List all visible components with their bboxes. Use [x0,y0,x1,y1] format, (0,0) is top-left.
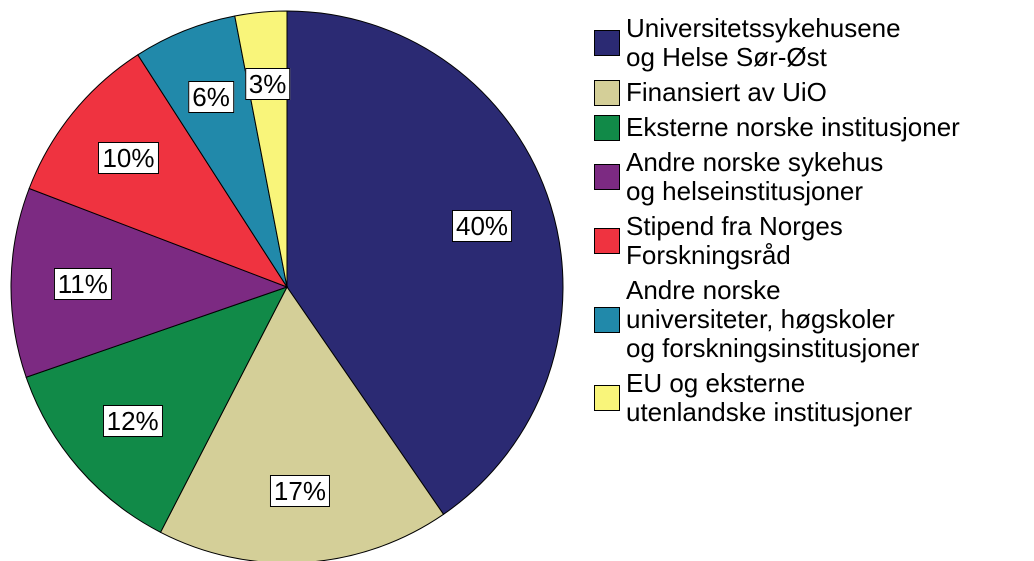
legend-item: Finansiert av UiO [594,78,1034,107]
value-label: 11% [53,267,112,300]
legend-label: Finansiert av UiO [626,77,827,107]
value-label: 6% [188,81,234,114]
value-label: 3% [244,67,291,100]
legend-item: Andre norske universiteter, høgskoler og… [594,276,1034,363]
legend-item: Stipend fra Norges Forskningsråd [594,212,1034,270]
slice [10,187,289,378]
legend-label: Eksterne norske institusjoner [626,112,960,142]
legend: Universitetssykehusene og Helse Sør-Øst F… [594,14,1034,433]
value-label: 10% [98,142,159,175]
legend-swatch [594,79,620,106]
legend-swatch [594,306,620,333]
legend-item: Andre norske sykehus og helseinstitusjon… [594,148,1034,206]
legend-item: Eksterne norske institusjoner [594,113,1034,142]
legend-item: EU og eksterne utenlandske institusjoner [594,369,1034,427]
legend-label: Stipend fra Norges Forskningsråd [626,211,843,270]
value-label: 17% [269,474,330,507]
value-label: 40% [451,210,513,243]
legend-swatch [594,114,620,141]
legend-swatch [594,30,620,56]
legend-label: EU og eksterne utenlandske institusjoner [626,368,913,427]
slice [159,286,445,561]
legend-label: Andre norske sykehus og helseinstitusjon… [626,147,884,206]
legend-label: Andre norske universiteter, høgskoler og… [626,275,920,363]
legend-swatch [594,228,620,254]
value-label: 12% [102,404,163,437]
legend-swatch [594,164,620,190]
legend-label: Universitetssykehusene og Helse Sør-Øst [626,13,901,72]
slice [286,10,564,516]
legend-item: Universitetssykehusene og Helse Sør-Øst [594,14,1034,72]
legend-swatch [594,385,620,411]
